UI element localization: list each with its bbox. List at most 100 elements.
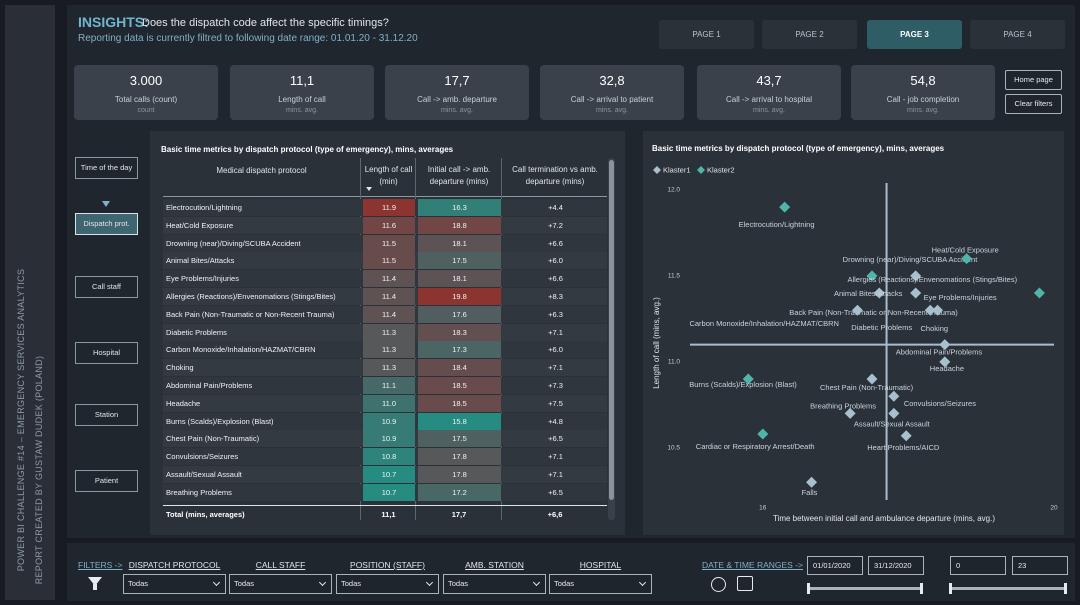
slider-handle[interactable]	[807, 583, 810, 594]
scroll-thumb	[609, 160, 614, 500]
table-cell: Breathing Problems	[166, 487, 232, 497]
scatter-point	[806, 476, 818, 488]
range-input[interactable]: 01/01/2020	[807, 556, 863, 575]
kpi-card: 43,7 Call -> arrival to hospital mins. avg…	[697, 65, 841, 120]
scatter-point	[873, 287, 885, 299]
range-input[interactable]: 31/12/2020	[868, 556, 924, 575]
sidebar-text: REPORT CREATED BY GUSTAW DUDEK (POLAND)	[34, 355, 44, 585]
y-tick-label: 12.0	[667, 187, 680, 194]
filter-icon	[88, 577, 102, 586]
table-cell: 17.5	[418, 252, 501, 270]
table-cell: +6.0	[548, 345, 563, 355]
point-label: Allergies (Reactions)/Envenomations (Sti…	[847, 275, 1017, 284]
page-tab[interactable]: PAGE 4	[970, 20, 1065, 49]
legend-marker	[653, 166, 661, 174]
button[interactable]: Home page	[1005, 70, 1062, 90]
nav-button[interactable]: Station	[75, 404, 138, 426]
table-cell: 10.7	[363, 466, 415, 483]
nav-button[interactable]: Hospital	[75, 342, 138, 364]
header-rule	[163, 196, 607, 197]
table-cell: 17.6	[418, 305, 501, 323]
y-tick-label: 11.0	[668, 359, 681, 366]
range-input[interactable]: 23	[1012, 556, 1068, 575]
kpi-label: Call -> amb. departure	[417, 95, 497, 104]
table-cell: +6.5	[548, 434, 563, 444]
scatter-point	[888, 390, 900, 402]
table-cell: 18.1	[418, 234, 501, 252]
slider-handle[interactable]	[949, 583, 952, 594]
slider-handle[interactable]	[920, 583, 923, 594]
table-cell: Animal Bites/Attacks	[166, 256, 235, 266]
nav-button[interactable]: Call staff	[75, 276, 138, 298]
scatter-point	[742, 373, 754, 385]
scatter-point	[939, 339, 951, 351]
scatter-point	[939, 356, 951, 368]
dropdown[interactable]: Todas	[443, 574, 546, 594]
nav-button[interactable]: Dispatch prot.	[75, 213, 138, 235]
scatter-point	[924, 304, 936, 316]
filter-field-label: HOSPITAL	[579, 560, 622, 570]
table-cell: +6.6	[548, 238, 563, 248]
scatter-point	[779, 201, 791, 213]
dropdown-arrow	[425, 578, 434, 587]
point-label: Breathing Problems	[810, 401, 876, 410]
table-cell: 18.3	[418, 323, 501, 341]
legend-label: Klaster2	[707, 165, 735, 174]
table-cell: +7.3	[548, 381, 563, 390]
table-cell: Chest Pain (Non-Traumatic)	[166, 434, 260, 444]
table-cell: 11.4	[363, 270, 415, 288]
legend-marker	[697, 166, 705, 174]
button[interactable]: Clear filters	[1005, 94, 1062, 114]
dropdown[interactable]: Todas	[549, 574, 652, 594]
kpi-unit: mins. avg.	[596, 107, 628, 114]
kpi-value: 43,7	[756, 73, 782, 88]
filter-field-label: AMB. STATION	[465, 560, 524, 570]
x-axis-label: Time between initial call and ambulance …	[773, 514, 995, 523]
kpi-label: Call -> arrival to patient	[570, 95, 654, 104]
y-axis-label: Length of call (mins, avg.)	[652, 297, 661, 389]
dropdown[interactable]: Todas	[336, 574, 439, 594]
scatter-point	[851, 304, 863, 316]
table-cell: 11.4	[363, 288, 415, 305]
kpi-value: 32,8	[599, 73, 625, 88]
slider-handle[interactable]	[1064, 583, 1067, 594]
scatter-point	[900, 430, 912, 442]
table-cell: +7.1	[548, 470, 563, 479]
filter-field-label: POSITION (STAFF)	[350, 560, 425, 570]
range-input[interactable]: 0	[950, 556, 1006, 575]
table-cell: 17.2	[418, 483, 501, 501]
table-cell: 11.3	[363, 323, 415, 341]
kpi-label: Call -> arrival to hospital	[725, 95, 813, 104]
table-cell: +6.3	[548, 309, 563, 319]
point-label: Eye Problems/Injuries	[924, 293, 997, 302]
sidebar	[5, 5, 55, 600]
table-cell: 11.9	[363, 199, 415, 216]
table-title: Basic time metrics by dispatch protocol …	[161, 145, 454, 154]
table-cell: 11.1	[363, 377, 415, 394]
scatter-point	[757, 428, 769, 440]
dropdown-arrow	[532, 578, 541, 587]
sidebar-text: POWER BI CHALLENGE #14 – EMERGENCY SERVI…	[16, 268, 26, 572]
nav-button[interactable]: Time of the day	[75, 157, 138, 179]
column-header: Length of call (min)	[364, 165, 413, 186]
page-tab[interactable]: PAGE 3	[867, 20, 962, 49]
table-cell: +8.3	[548, 292, 563, 301]
page-tab[interactable]: PAGE 2	[762, 20, 857, 49]
kpi-card: 32,8 Call -> arrival to patient mins. avg.	[540, 65, 684, 120]
nav-button[interactable]: Patient	[75, 470, 138, 492]
dropdown[interactable]: Todas	[229, 574, 332, 594]
y-tick-label: 11.5	[668, 273, 681, 280]
total-cell: Total (mins, averages)	[166, 510, 245, 519]
filter-icon-stem	[93, 584, 97, 590]
dropdown[interactable]: Todas	[123, 574, 226, 594]
total-cell: 17,7	[451, 510, 467, 519]
table-cell: 17.8	[418, 466, 501, 483]
table-cell: 18.5	[418, 377, 501, 394]
page-tab[interactable]: PAGE 1	[659, 20, 754, 49]
point-label: Heat/Cold Exposure	[932, 246, 999, 255]
table-cell: 10.7	[363, 483, 415, 501]
point-label: Chest Pain (Non-Traumatic)	[820, 383, 914, 392]
point-label: Cardiac or Respiratory Arrest/Death	[696, 442, 815, 451]
table-cell: +7.1	[548, 363, 563, 373]
calendar-icon	[737, 576, 753, 591]
